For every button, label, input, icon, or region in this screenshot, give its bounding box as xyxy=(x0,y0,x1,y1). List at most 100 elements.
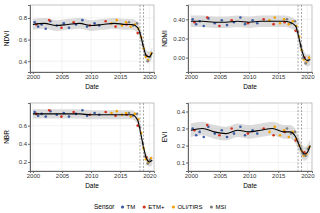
data-point xyxy=(304,154,307,157)
tick: 0.20 xyxy=(173,36,188,42)
plot-background xyxy=(188,5,312,72)
data-point xyxy=(104,20,107,23)
data-point xyxy=(93,112,96,115)
y-axis-title: NDMI xyxy=(161,30,168,47)
data-point xyxy=(136,113,139,116)
tick-label: 0.00 xyxy=(173,55,185,61)
tick: 0.8 xyxy=(19,15,30,21)
tick-label: 0.8 xyxy=(19,15,28,21)
legend-item: TM xyxy=(121,204,135,210)
data-point xyxy=(72,111,75,114)
tick: 2020 xyxy=(143,72,157,80)
reference-line xyxy=(301,5,302,72)
data-point xyxy=(262,18,265,21)
data-point xyxy=(251,19,254,22)
grid-line-x xyxy=(62,5,63,72)
tick-label: 2010 xyxy=(85,74,99,80)
y-axis: 0.20.40.6 xyxy=(19,104,31,172)
data-point xyxy=(256,132,259,135)
tick: 0.6 xyxy=(19,37,30,43)
data-point xyxy=(68,26,71,29)
tick-label: 0.4 xyxy=(19,59,28,65)
data-point xyxy=(294,20,297,23)
tick-label: 0.6 xyxy=(19,37,28,43)
panel: 200020052010201520200.10.20.30.4DateEVI xyxy=(161,103,315,189)
chart-figure: 200020052010201520200.40.60.8DateNDVISen… xyxy=(0,0,320,213)
plot-background xyxy=(30,5,154,72)
tick: 2020 xyxy=(301,72,315,80)
plot-background xyxy=(188,103,312,171)
plot-frame xyxy=(30,5,154,72)
x-axis-title: Date xyxy=(85,182,99,189)
tick: 2020 xyxy=(301,171,315,179)
legend-label: MSI xyxy=(215,204,226,210)
legend-item: ETM+ xyxy=(143,204,165,210)
data-point xyxy=(110,112,113,115)
data-point xyxy=(81,109,84,112)
data-point xyxy=(283,129,286,132)
grid-line-y xyxy=(30,143,154,144)
tick-label: 2015 xyxy=(114,74,128,80)
data-point xyxy=(195,23,198,26)
reference-line xyxy=(143,5,144,72)
grid-line-y xyxy=(188,38,312,39)
legend-marker xyxy=(210,205,213,208)
data-point xyxy=(220,129,223,132)
grid-line-y xyxy=(30,39,154,40)
legend-marker xyxy=(121,205,124,208)
tick: 2000 xyxy=(185,171,199,179)
grid-line-x xyxy=(307,103,308,171)
data-point xyxy=(115,19,118,22)
y-axis: 0.4 0.6 0.8 xyxy=(19,6,31,73)
tick-label: 2020 xyxy=(143,74,157,80)
tick: 0.4 xyxy=(19,141,30,147)
data-point xyxy=(129,25,132,28)
tick-label: 2000 xyxy=(27,173,41,179)
tick-mark xyxy=(28,162,30,163)
axis-line xyxy=(186,104,189,172)
grid-line-y xyxy=(30,17,154,18)
grid-line-y xyxy=(188,111,312,112)
tick-label: 0.1 xyxy=(177,160,186,166)
tick: 2010 xyxy=(85,72,99,80)
data-point xyxy=(146,162,149,165)
y-axis: 0.000.200.40 xyxy=(173,6,188,73)
tick-mark xyxy=(186,58,188,59)
axis-line xyxy=(28,6,31,73)
tick-label: 2010 xyxy=(85,173,99,179)
data-point xyxy=(33,21,36,24)
tick-label: 2005 xyxy=(214,74,228,80)
tick-label: 2020 xyxy=(301,74,315,80)
confidence-band xyxy=(191,122,310,161)
tick: 2015 xyxy=(114,72,128,80)
data-point xyxy=(308,56,311,59)
tick: 0.00 xyxy=(173,55,188,61)
tick: 0.6 xyxy=(19,123,30,129)
y-axis-title: NBR xyxy=(3,130,10,144)
tick: 2000 xyxy=(185,72,199,80)
data-point xyxy=(272,134,275,137)
plot-marks xyxy=(191,5,310,72)
tick-label: 2005 xyxy=(56,74,70,80)
tick-label: 2005 xyxy=(56,173,70,179)
tick-label: 2015 xyxy=(272,173,286,179)
data-point xyxy=(136,32,139,35)
data-point xyxy=(44,115,47,118)
tick-label: 0.4 xyxy=(177,109,186,115)
data-point xyxy=(286,18,289,21)
grid-line-x xyxy=(32,5,33,72)
fit-line xyxy=(191,129,310,155)
reference-line xyxy=(140,103,141,171)
plot-background xyxy=(30,103,154,171)
data-point xyxy=(244,134,247,137)
tick: 2005 xyxy=(56,171,70,179)
tick: 0.2 xyxy=(177,143,188,149)
grid-line-y xyxy=(188,57,312,58)
data-point xyxy=(195,134,198,137)
grid xyxy=(30,103,154,171)
tick-mark xyxy=(186,39,188,40)
grid-line-x xyxy=(120,5,121,72)
reference-line xyxy=(143,103,144,171)
tick-mark xyxy=(186,163,188,164)
tick-mark xyxy=(28,40,30,41)
